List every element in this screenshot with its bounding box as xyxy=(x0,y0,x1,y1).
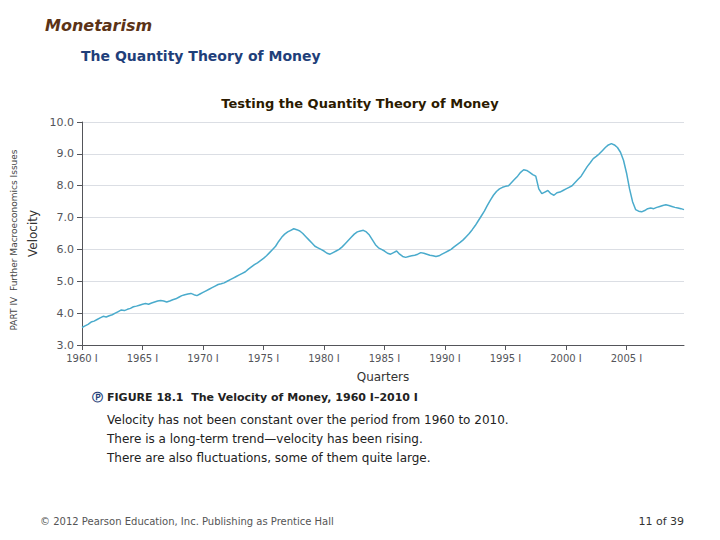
svg-text:FIGURE 18.1 The Velocity of M: FIGURE 18.1 The Velocity of Money, 1960 … xyxy=(107,391,418,404)
svg-text:2005 I: 2005 I xyxy=(611,353,643,364)
svg-text:1985 I: 1985 I xyxy=(369,353,401,364)
svg-text:Ⓟ: Ⓟ xyxy=(92,391,103,404)
svg-text:The Quantity Theory of Money: The Quantity Theory of Money xyxy=(81,48,321,64)
svg-text:2000 I: 2000 I xyxy=(550,353,582,364)
svg-text:Velocity: Velocity xyxy=(26,210,40,257)
svg-text:6.0: 6.0 xyxy=(57,243,75,256)
svg-text:Monetarism: Monetarism xyxy=(45,16,152,35)
svg-text:9.0: 9.0 xyxy=(57,147,75,160)
svg-text:7.0: 7.0 xyxy=(57,211,75,224)
svg-text:1960 I: 1960 I xyxy=(66,353,98,364)
svg-text:1970 I: 1970 I xyxy=(187,353,219,364)
svg-text:5.0: 5.0 xyxy=(57,275,75,288)
svg-text:Testing the Quantity Theory of: Testing the Quantity Theory of Money xyxy=(221,96,499,111)
svg-text:1990 I: 1990 I xyxy=(429,353,461,364)
svg-text:1980 I: 1980 I xyxy=(308,353,340,364)
svg-text:1975 I: 1975 I xyxy=(248,353,280,364)
svg-text:4.0: 4.0 xyxy=(57,307,75,320)
svg-text:PART IV Further Macroeconomic: PART IV Further Macroeconomics Issues xyxy=(9,149,19,330)
svg-text:© 2012 Pearson Education, Inc.: © 2012 Pearson Education, Inc. Publishin… xyxy=(40,516,334,527)
svg-text:10.0: 10.0 xyxy=(50,116,75,129)
svg-text:3.0: 3.0 xyxy=(57,339,75,352)
svg-text:1965 I: 1965 I xyxy=(127,353,159,364)
svg-text:There is a long-term trend—vel: There is a long-term trend—velocity has … xyxy=(106,432,423,446)
svg-text:Velocity has not been constant: Velocity has not been constant over the … xyxy=(107,413,509,427)
svg-text:1995 I: 1995 I xyxy=(490,353,522,364)
svg-text:Quarters: Quarters xyxy=(357,370,410,384)
svg-text:8.0: 8.0 xyxy=(57,179,75,192)
svg-text:There are also fluctuations, s: There are also fluctuations, some of the… xyxy=(106,451,431,465)
svg-text:11 of 39: 11 of 39 xyxy=(638,515,684,528)
